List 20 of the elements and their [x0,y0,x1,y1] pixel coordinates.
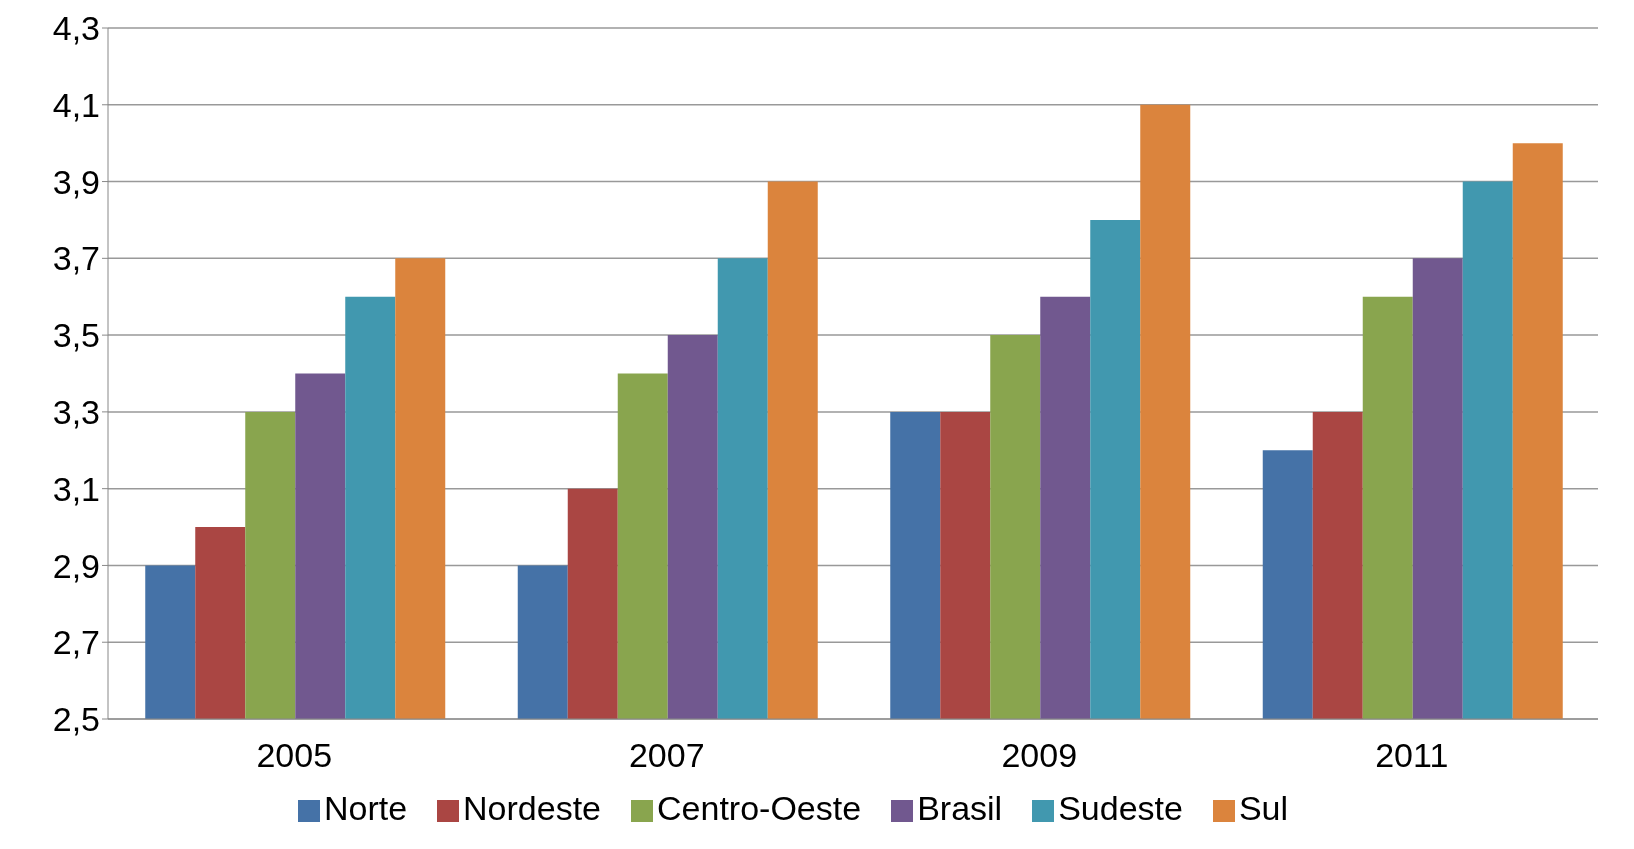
x-tick-label: 2007 [628,736,705,775]
legend-label: Brasil [917,789,1003,827]
y-tick-label: 3,3 [52,392,100,431]
legend-label: Norte [323,789,408,827]
legend-label: Centro-Oeste [657,789,862,827]
y-tick-label: 3,9 [52,162,100,201]
y-tick-label: 2,7 [52,623,100,662]
y-tick-label: 3,7 [52,239,100,278]
legend-label: Nordeste [463,789,602,827]
legend-label: Sudeste [1058,789,1183,827]
x-tick-label: 2005 [256,736,333,775]
y-tick-label: 3,5 [52,316,100,355]
x-tick-label: 2009 [1001,736,1078,775]
y-tick-label: 3,1 [52,469,100,508]
legend-label: Sul [1238,789,1289,827]
x-tick-label: 2011 [1375,736,1449,775]
y-tick-label: 2,5 [52,700,100,739]
y-tick-label: 4,3 [52,9,100,48]
y-tick-label: 4,1 [52,85,100,124]
y-tick-label: 2,9 [52,546,100,585]
